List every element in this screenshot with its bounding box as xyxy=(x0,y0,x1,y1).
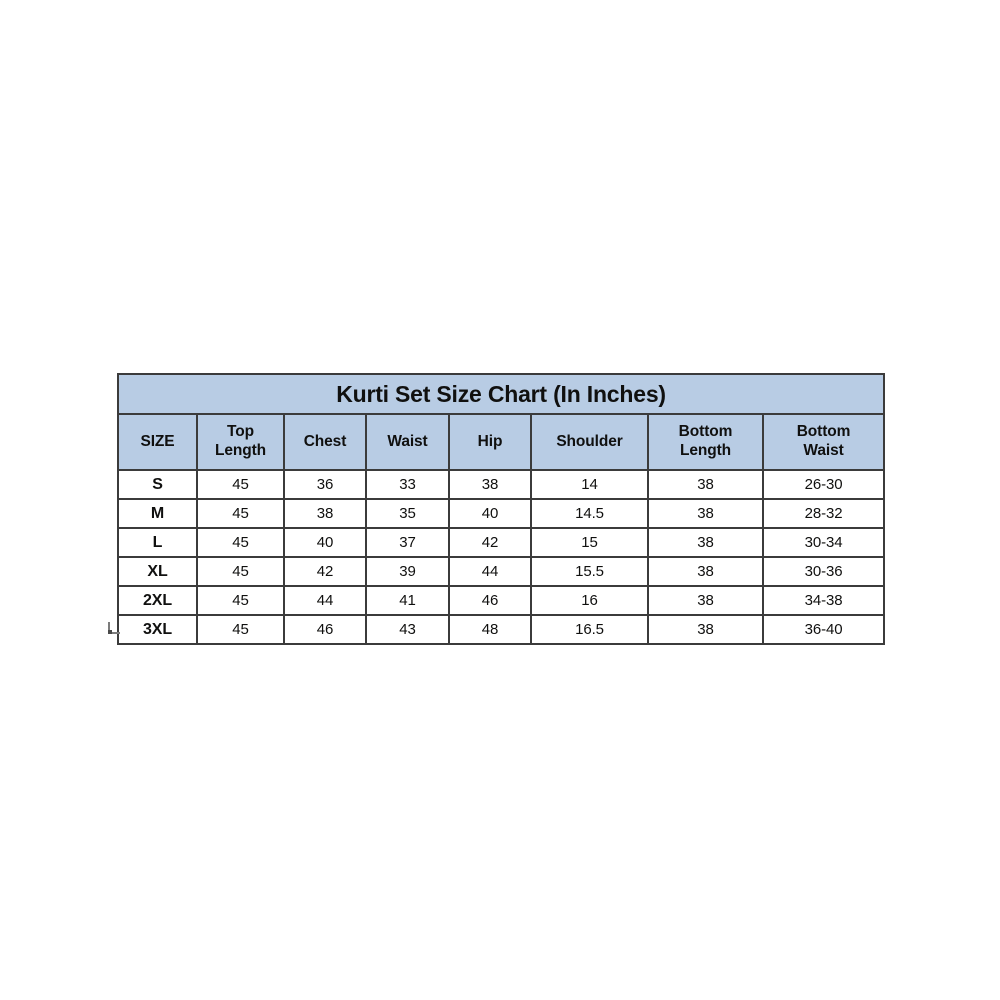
cell-size: L xyxy=(117,527,198,558)
header-line-1: Bottom xyxy=(796,423,851,441)
cell-size: XL xyxy=(117,556,198,587)
cell-hip: 46 xyxy=(448,585,532,616)
chart-title: Kurti Set Size Chart (In Inches) xyxy=(116,373,886,415)
cell-size: S xyxy=(117,469,198,500)
cell-waist: 39 xyxy=(365,556,450,587)
cell-hip: 42 xyxy=(448,527,532,558)
size-chart-table: Kurti Set Size Chart (In Inches) SIZE To… xyxy=(116,373,886,645)
cell-waist: 43 xyxy=(365,614,450,645)
column-header-hip: Hip xyxy=(448,413,532,471)
cell-chest: 44 xyxy=(283,585,367,616)
column-header-chest: Chest xyxy=(283,413,367,471)
cell-waist: 33 xyxy=(365,469,450,500)
cell-size: M xyxy=(117,498,198,529)
cell-chest: 38 xyxy=(283,498,367,529)
table-row: S 45 36 33 38 14 38 26-30 xyxy=(117,469,886,500)
cell-hip: 40 xyxy=(448,498,532,529)
cell-bottom-length: 38 xyxy=(647,614,764,645)
header-line-1: Bottom xyxy=(678,423,733,441)
column-header-bottom-waist: Bottom Waist xyxy=(761,413,886,471)
cell-hip: 44 xyxy=(448,556,532,587)
table-row: 3XL 45 46 43 48 16.5 38 36-40 xyxy=(117,614,886,645)
cell-top-length: 45 xyxy=(196,498,285,529)
size-chart-container: Kurti Set Size Chart (In Inches) SIZE To… xyxy=(108,373,886,645)
cell-bottom-waist: 30-34 xyxy=(761,527,886,558)
cell-bottom-waist: 28-32 xyxy=(761,498,886,529)
cell-top-length: 45 xyxy=(196,585,285,616)
cell-shoulder: 15 xyxy=(530,527,649,558)
cell-waist: 35 xyxy=(365,498,450,529)
table-row: 2XL 45 44 41 46 16 38 34-38 xyxy=(117,585,886,616)
cell-top-length: 45 xyxy=(196,614,285,645)
cell-chest: 42 xyxy=(283,556,367,587)
header-line-1: Top xyxy=(227,423,254,441)
cell-top-length: 45 xyxy=(196,527,285,558)
cell-bottom-waist: 26-30 xyxy=(761,469,886,500)
cell-shoulder: 14.5 xyxy=(530,498,649,529)
column-header-waist: Waist xyxy=(365,413,450,471)
header-line-2: Waist xyxy=(803,442,844,459)
table-row: L 45 40 37 42 15 38 30-34 xyxy=(117,527,886,558)
cell-size: 3XL xyxy=(117,614,198,645)
cell-top-length: 45 xyxy=(196,556,285,587)
cell-size: 2XL xyxy=(117,585,198,616)
cell-chest: 46 xyxy=(283,614,367,645)
cell-shoulder: 16.5 xyxy=(530,614,649,645)
cell-shoulder: 16 xyxy=(530,585,649,616)
cell-bottom-waist: 36-40 xyxy=(761,614,886,645)
cell-chest: 36 xyxy=(283,469,367,500)
column-header-shoulder: Shoulder xyxy=(530,413,649,471)
cell-bottom-length: 38 xyxy=(647,498,764,529)
column-header-bottom-length: Bottom Length xyxy=(647,413,764,471)
cell-bottom-length: 38 xyxy=(647,469,764,500)
cell-hip: 48 xyxy=(448,614,532,645)
cell-bottom-length: 38 xyxy=(647,585,764,616)
table-row: M 45 38 35 40 14.5 38 28-32 xyxy=(117,498,886,529)
chart-title-row: Kurti Set Size Chart (In Inches) xyxy=(116,373,886,415)
cell-hip: 38 xyxy=(448,469,532,500)
cell-waist: 41 xyxy=(365,585,450,616)
cell-bottom-waist: 34-38 xyxy=(761,585,886,616)
column-header-top-length: Top Length xyxy=(196,413,285,471)
column-header-size: SIZE xyxy=(117,413,198,471)
header-line-2: Length xyxy=(214,442,267,459)
header-line-2: Length xyxy=(679,442,732,459)
cell-bottom-waist: 30-36 xyxy=(761,556,886,587)
cell-chest: 40 xyxy=(283,527,367,558)
cell-top-length: 45 xyxy=(196,469,285,500)
table-row: XL 45 42 39 44 15.5 38 30-36 xyxy=(117,556,886,587)
cell-bottom-length: 38 xyxy=(647,556,764,587)
column-header-row: SIZE Top Length Chest Waist Hip Shoulder … xyxy=(117,413,886,471)
cell-shoulder: 15.5 xyxy=(530,556,649,587)
cell-shoulder: 14 xyxy=(530,469,649,500)
cell-bottom-length: 38 xyxy=(647,527,764,558)
scan-corner-mark xyxy=(108,622,120,634)
cell-waist: 37 xyxy=(365,527,450,558)
